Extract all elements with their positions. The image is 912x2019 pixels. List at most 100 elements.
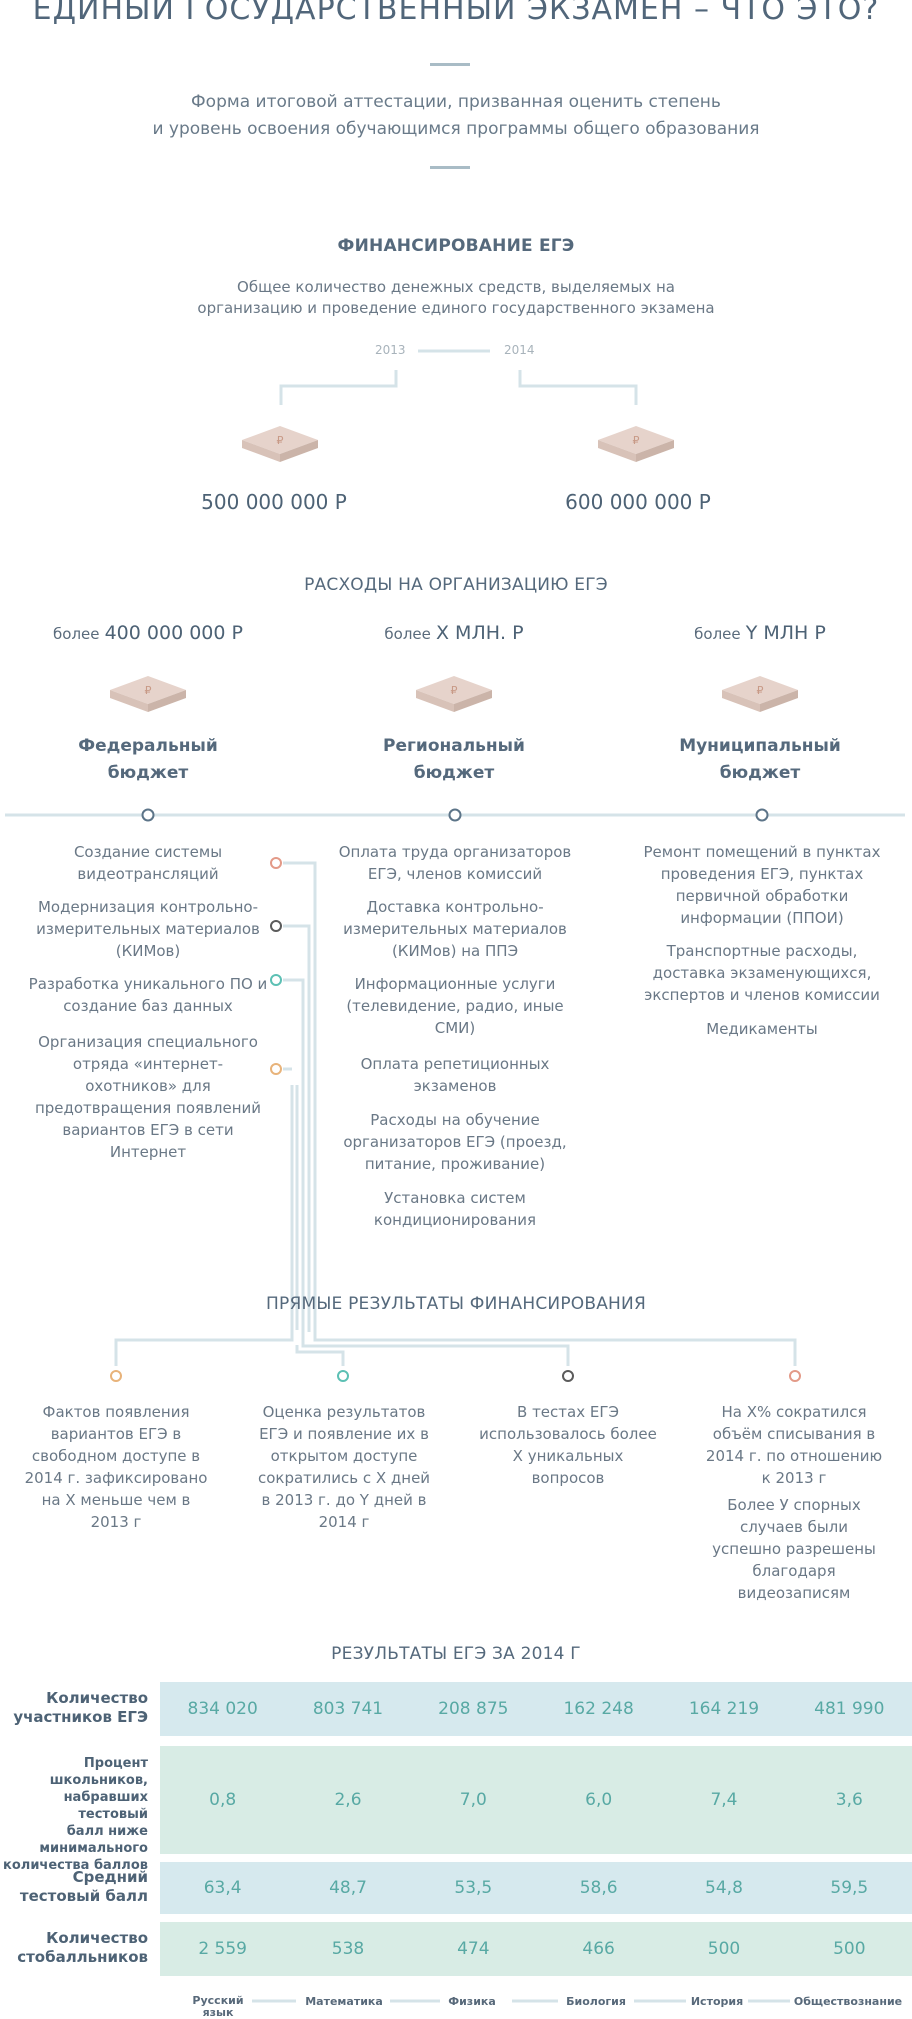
municipal-item: Ремонт помещений в пунктах проведения ЕГ…: [643, 843, 881, 927]
table-cell: 2,6: [334, 1790, 362, 1810]
budget-name-line-1: Федеральный: [78, 736, 218, 756]
row-label-participants: Количество участников ЕГЭ: [0, 1689, 148, 1727]
subject-label: Математика: [305, 1995, 383, 2008]
table-cell: 3,6: [835, 1790, 863, 1810]
regional-item: Установка систем кондиционирования: [373, 1189, 537, 1229]
table-cell: 500: [707, 1939, 741, 1959]
lead-line-2: и уровень освоения обучающимся программы…: [152, 119, 760, 139]
amount-2014: 600 000 000 Р: [565, 490, 711, 514]
result-item: Фактов появления вариантов ЕГЭ в свободн…: [24, 1403, 208, 1531]
svg-text:₽: ₽: [451, 684, 458, 697]
financing-desc-line-2: организацию и проведение единого государ…: [197, 299, 715, 317]
row-label-line: набравших тестовый: [63, 1790, 148, 1822]
subject-label: Биология: [566, 1995, 626, 2008]
federal-budget-label: Федеральный бюджет: [40, 733, 256, 787]
table-row-below-min: 0,8 2,6 7,0 6,0 7,4 3,6: [160, 1746, 912, 1854]
table-cell: 63,4: [203, 1878, 242, 1898]
table-cell: 53,5: [454, 1878, 493, 1898]
regional-amount: более X МЛН. Р: [346, 622, 562, 644]
row-label-line: Количество: [46, 1929, 148, 1947]
table-cell: 164 219: [688, 1699, 760, 1719]
row-label-line: Количество: [46, 1689, 148, 1707]
amount-prefix: более: [384, 625, 431, 643]
financing-desc: Общее количество денежных средств, выдел…: [0, 277, 912, 319]
table-cell: 58,6: [579, 1878, 618, 1898]
table-cell: 481 990: [814, 1699, 885, 1719]
table-cell: 208 875: [438, 1699, 509, 1719]
table-cell: 474: [457, 1939, 490, 1959]
table-row-participants: 834 020 803 741 208 875 162 248 164 219 …: [160, 1682, 912, 1736]
row-label-line: Процент школьников,: [49, 1756, 148, 1788]
ruble-banknote-stack-icon: ₽: [242, 426, 318, 462]
row-label-line: участников ЕГЭ: [13, 1708, 148, 1726]
svg-text:₽: ₽: [277, 434, 284, 447]
row-label-avg-score: Средний тестовый балл: [0, 1868, 148, 1906]
regional-item: Оплата труда организаторов ЕГЭ, членов к…: [338, 843, 572, 883]
table-cell: 7,0: [459, 1790, 487, 1810]
subject-dividers: [252, 1999, 790, 2003]
financing-title: ФИНАНСИРОВАНИЕ ЕГЭ: [337, 236, 575, 256]
year-2014: 2014: [504, 343, 535, 357]
page-title: ЕДИНЫЙ ГОСУДАРСТВЕННЫЙ ЭКЗАМЕН – ЧТО ЭТО…: [32, 0, 880, 27]
row-label-line: Средний: [72, 1868, 148, 1886]
table-cell: 6,0: [585, 1790, 613, 1810]
table-cell: 466: [582, 1939, 615, 1959]
federal-amount: более 400 000 000 Р: [40, 622, 256, 644]
table-cell: 48,7: [329, 1878, 367, 1898]
municipal-budget-label: Муниципальный бюджет: [652, 733, 868, 787]
table-row-hundred-pointers: 2 559 538 474 466 500 500: [160, 1922, 912, 1976]
federal-item: Разработка уникального ПО и создание баз…: [28, 975, 268, 1015]
row-label-below-min: Процент школьников, набравших тестовый б…: [0, 1755, 148, 1874]
municipal-item: Медикаменты: [706, 1020, 818, 1038]
table-cell: 0,8: [209, 1790, 237, 1810]
ruble-banknote-stack-icon: ₽: [110, 676, 186, 712]
municipal-item: Транспортные расходы, доставка экзаменую…: [644, 942, 880, 1004]
subject-label: История: [690, 1995, 744, 2008]
table-cell: 834 020: [187, 1699, 258, 1719]
result-item: Оценка результатов ЕГЭ и появление их в …: [257, 1403, 431, 1531]
budget-name-line-2: бюджет: [413, 763, 495, 783]
amount-2013: 500 000 000 Р: [201, 490, 347, 514]
federal-item: Организация специального отряда «интерне…: [34, 1033, 262, 1161]
municipal-amount: более Y МЛН Р: [652, 622, 868, 644]
table-cell: 59,5: [830, 1878, 869, 1898]
table-cell: 2 559: [198, 1939, 247, 1959]
subject-label: Обществознание: [793, 1995, 903, 2008]
regional-item: Информационные услуги (телевидение, ради…: [346, 975, 564, 1037]
row-label-line: минимального: [39, 1841, 148, 1856]
regional-item: Оплата репетиционных экзаменов: [360, 1055, 550, 1095]
row-label-line: балл ниже: [66, 1824, 148, 1839]
lead-line-1: Форма итоговой аттестации, призванная оц…: [191, 92, 721, 112]
year-2013: 2013: [375, 343, 406, 357]
ruble-banknote-stack-icon: ₽: [598, 426, 674, 462]
svg-text:₽: ₽: [757, 684, 764, 697]
regional-budget-label: Региональный бюджет: [346, 733, 562, 787]
table-cell: 54,8: [705, 1878, 743, 1898]
divider: [430, 63, 470, 66]
amount-value: Y МЛН Р: [745, 622, 826, 644]
divider: [430, 166, 470, 169]
row-label-line: количества баллов: [3, 1858, 148, 1873]
connector-lines: [5, 808, 905, 1382]
table-cell: 803 741: [312, 1699, 384, 1719]
ruble-banknote-stack-icon: ₽: [416, 676, 492, 712]
subject-label: Русский язык: [192, 1994, 244, 2019]
results-title: ПРЯМЫЕ РЕЗУЛЬТАТЫ ФИНАНСИРОВАНИЯ: [266, 1294, 646, 1314]
row-label-line: тестовый балл: [19, 1887, 148, 1905]
result-item: На X% сократился объём списывания в 2014…: [705, 1403, 883, 1487]
budget-name-line-2: бюджет: [107, 763, 189, 783]
budget-name-line-1: Региональный: [383, 736, 525, 756]
svg-text:₽: ₽: [633, 434, 640, 447]
federal-item: Создание системы видеотрансляций: [73, 843, 223, 883]
svg-text:₽: ₽: [145, 684, 152, 697]
ruble-banknote-stack-icon: ₽: [722, 676, 798, 712]
amount-value: 400 000 000 Р: [104, 622, 243, 644]
table-cell: 538: [331, 1939, 365, 1959]
financing-connectors: [279, 349, 638, 405]
row-label-hundred-pointers: Количество стобалльников: [0, 1929, 148, 1967]
subject-label: Физика: [448, 1995, 496, 2008]
amount-prefix: более: [53, 625, 100, 643]
result-item: Более У спорных случаев были успешно раз…: [712, 1496, 876, 1602]
financing-desc-line-1: Общее количество денежных средств, выдел…: [237, 278, 675, 296]
row-label-line: стобалльников: [17, 1948, 148, 1966]
